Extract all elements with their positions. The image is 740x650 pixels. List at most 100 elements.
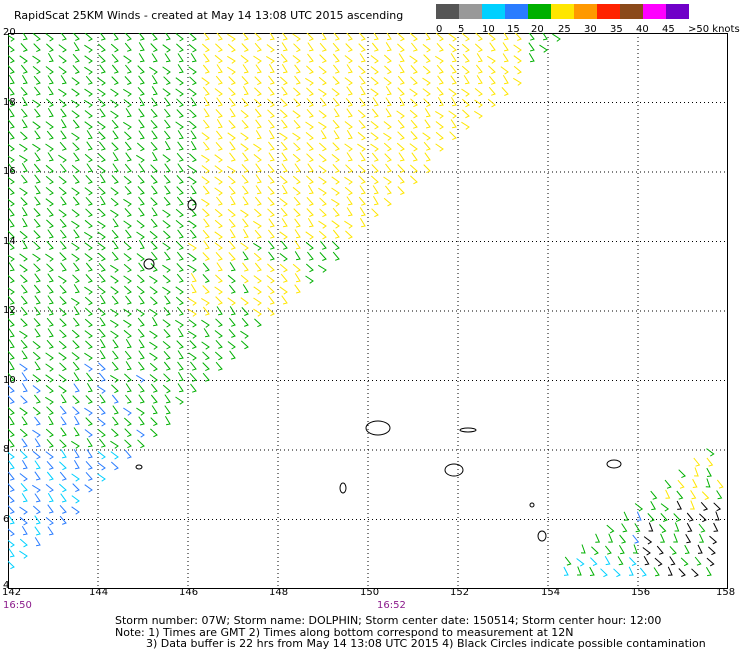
wind-barb bbox=[189, 153, 197, 163]
wind-barb bbox=[188, 165, 197, 174]
wind-barb bbox=[176, 43, 184, 53]
wind-barb bbox=[267, 109, 275, 119]
wind-barb bbox=[8, 483, 15, 492]
wind-barb bbox=[45, 33, 54, 42]
wind-barb bbox=[357, 109, 366, 119]
wind-barb bbox=[699, 533, 705, 543]
wind-barb bbox=[136, 154, 145, 163]
wind-barb bbox=[255, 130, 262, 140]
wind-barb bbox=[84, 307, 93, 317]
wind-barb bbox=[713, 522, 719, 532]
wind-barb bbox=[8, 372, 15, 382]
wind-barb bbox=[346, 64, 353, 74]
wind-barb bbox=[149, 66, 158, 75]
wind-barb bbox=[203, 108, 210, 118]
wind-barb bbox=[112, 163, 119, 173]
wind-barb bbox=[99, 295, 106, 305]
wind-barb bbox=[98, 54, 106, 64]
wind-barb bbox=[84, 231, 93, 240]
wind-barb bbox=[58, 352, 67, 361]
wind-barb bbox=[97, 451, 106, 460]
wind-barb bbox=[370, 88, 379, 97]
wind-barb bbox=[84, 219, 93, 229]
wind-barb bbox=[242, 228, 249, 239]
lat-label-18: 18 bbox=[3, 97, 16, 108]
wind-barb bbox=[19, 264, 28, 273]
wind-barb bbox=[123, 99, 132, 108]
wind-barb bbox=[253, 286, 262, 295]
wind-barb bbox=[46, 438, 54, 448]
wind-barb bbox=[46, 130, 54, 140]
wind-barb bbox=[293, 196, 301, 206]
wind-barb bbox=[162, 220, 171, 229]
legend-swatch-8 bbox=[620, 4, 643, 19]
wind-barb bbox=[110, 275, 119, 284]
wind-barb bbox=[175, 208, 184, 218]
wind-barb bbox=[162, 44, 171, 53]
wind-barb bbox=[659, 524, 667, 533]
wind-barb bbox=[33, 241, 41, 251]
wind-barb bbox=[474, 88, 483, 97]
wind-barb bbox=[305, 275, 314, 284]
wind-barb bbox=[112, 405, 119, 415]
wind-barb bbox=[254, 42, 262, 52]
wind-barb bbox=[423, 98, 431, 108]
wind-barb bbox=[32, 121, 41, 130]
wind-barb bbox=[32, 406, 41, 416]
wind-barb bbox=[19, 253, 28, 262]
wind-barb bbox=[461, 98, 470, 108]
wind-barb bbox=[305, 263, 314, 273]
wind-barb bbox=[359, 185, 366, 195]
wind-barb bbox=[112, 33, 119, 41]
wind-barb bbox=[214, 54, 223, 64]
wind-barb bbox=[202, 252, 210, 261]
wind-barb bbox=[19, 473, 28, 482]
wind-barb bbox=[331, 187, 340, 196]
wind-barb bbox=[539, 44, 548, 53]
wind-barb bbox=[344, 121, 353, 130]
wind-barb bbox=[188, 253, 197, 262]
wind-barb bbox=[111, 142, 119, 152]
wind-barb bbox=[8, 119, 15, 129]
wind-barb bbox=[46, 207, 54, 217]
wind-barb bbox=[619, 534, 627, 544]
wind-barb bbox=[164, 394, 171, 404]
wind-barb bbox=[138, 53, 145, 63]
wind-barb bbox=[215, 361, 223, 371]
wind-barb bbox=[227, 208, 236, 218]
wind-barb bbox=[58, 55, 67, 64]
lat-label-10: 10 bbox=[3, 375, 16, 386]
wind-barb bbox=[150, 241, 158, 250]
wind-barb bbox=[189, 340, 197, 349]
wind-barb bbox=[150, 141, 158, 151]
wind-barb bbox=[292, 175, 301, 185]
wind-barb bbox=[20, 482, 28, 492]
wind-barb bbox=[409, 164, 418, 174]
wind-barb bbox=[98, 372, 106, 382]
wind-barb bbox=[8, 361, 15, 371]
wind-barb bbox=[190, 284, 197, 294]
wind-barb bbox=[45, 187, 54, 196]
wind-barb bbox=[267, 163, 275, 173]
wind-barb bbox=[21, 119, 28, 129]
wind-barb bbox=[253, 275, 262, 284]
wind-barb bbox=[292, 33, 301, 42]
wind-barb bbox=[708, 546, 716, 556]
wind-barb bbox=[385, 185, 392, 195]
wind-barb bbox=[706, 448, 715, 457]
legend-label-45: 45 bbox=[662, 24, 675, 35]
wind-barb bbox=[163, 230, 171, 240]
wind-barb bbox=[214, 286, 223, 295]
wind-barb bbox=[294, 64, 301, 74]
wind-barb bbox=[47, 306, 54, 316]
island-outline bbox=[339, 482, 347, 494]
wind-barb bbox=[292, 110, 301, 119]
wind-barb bbox=[71, 495, 80, 504]
wind-barb bbox=[242, 262, 249, 272]
wind-barb bbox=[138, 108, 145, 118]
wind-barb bbox=[177, 383, 184, 393]
wind-barb bbox=[398, 97, 405, 107]
wind-barb bbox=[34, 86, 41, 96]
lon-label-146: 146 bbox=[179, 587, 199, 598]
legend-swatch-6 bbox=[574, 4, 597, 19]
